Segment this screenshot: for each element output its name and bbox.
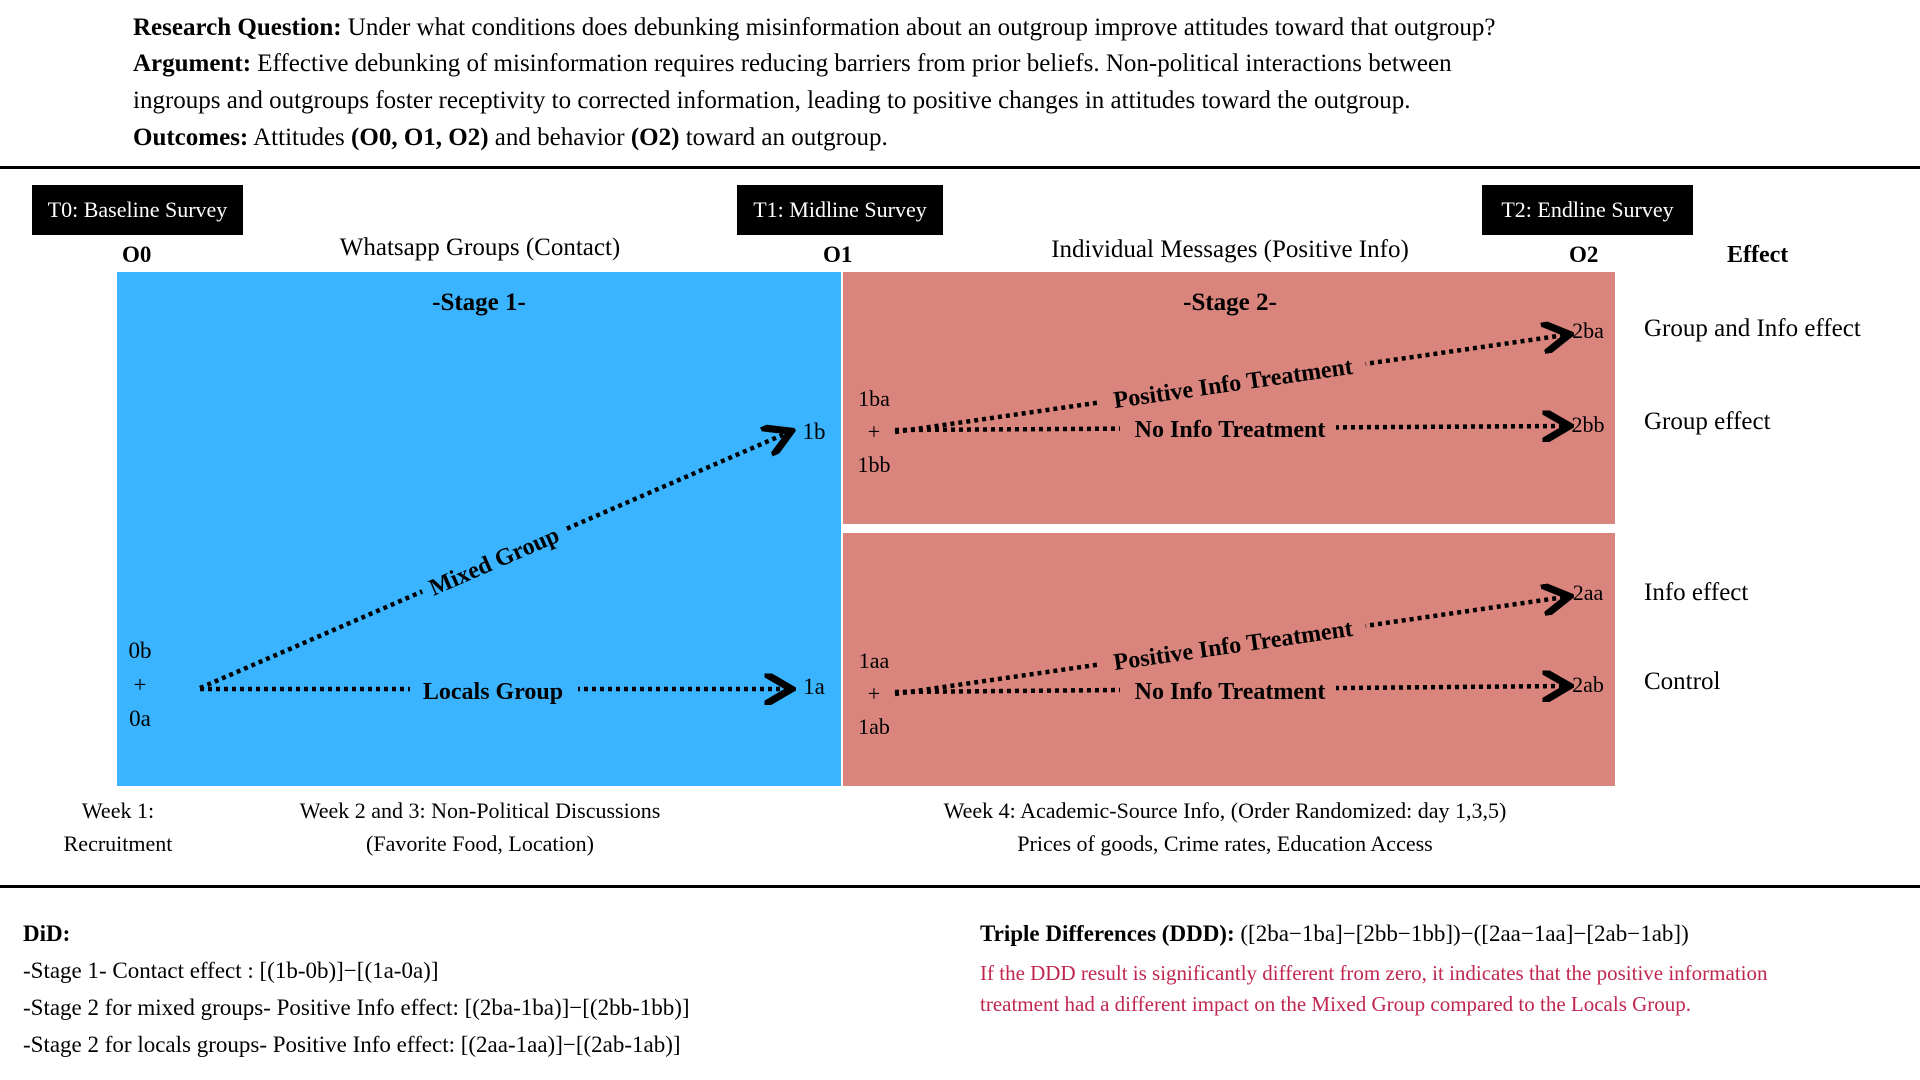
node-2aa: 2aa — [1573, 580, 1604, 605]
research-question-label: Research Question: — [133, 14, 342, 41]
bottom-divider — [0, 885, 1920, 888]
node-1bb: 1bb — [858, 452, 891, 477]
caption-week1-line2: Recruitment — [63, 831, 173, 856]
research-question-text: Under what conditions does debunking mis… — [341, 14, 1496, 41]
caption-week4-line2: Prices of goods, Crime rates, Education … — [1017, 831, 1433, 856]
locals-noinfo-label-bg — [1120, 674, 1336, 706]
ddd-formula: ([2ba−1ba]−[2bb−1bb])−([2aa−1aa]−[2ab−1a… — [1234, 921, 1689, 946]
node-1ba: 1ba — [858, 386, 890, 411]
argument: Argument: Effective debunking of misinfo… — [133, 46, 1452, 83]
outcomes-text-1: Attitudes — [248, 124, 352, 151]
caption-week4: Week 4: Academic-Source Info, (Order Ran… — [860, 794, 1590, 860]
label-mixed-no-info: No Info Treatment — [1135, 417, 1326, 443]
arrow-mixed-group — [199, 433, 787, 691]
outcomes-text-2: and behavior — [488, 124, 631, 151]
outcomes: Outcomes: Attitudes (O0, O1, O2) and beh… — [133, 120, 888, 157]
caption-week23-line1: Week 2 and 3: Non-Political Discussions — [299, 798, 661, 823]
node-2ab: 2ab — [1572, 672, 1604, 697]
did-line-1: -Stage 1- Contact effect : [(1b-0b)]−[(1… — [23, 958, 439, 983]
caption-week1: Week 1: Recruitment — [20, 794, 216, 860]
research-question: Research Question: Under what conditions… — [133, 10, 1496, 47]
locals-posinfo-label-bg — [1097, 607, 1368, 677]
label-locals-no-info: No Info Treatment — [1135, 679, 1326, 705]
did-line-2: -Stage 2 for mixed groups- Positive Info… — [23, 995, 690, 1020]
node-1b: 1b — [803, 419, 826, 444]
ddd-label: Triple Differences (DDD): — [980, 921, 1235, 946]
obs-o2: O2 — [1569, 242, 1599, 267]
argument-label: Argument: — [133, 50, 252, 77]
caption-week23-line2: (Favorite Food, Location) — [366, 831, 594, 856]
mixed-posinfo-label-bg — [1097, 345, 1368, 415]
node-plus-0: + — [134, 672, 147, 697]
did-title: DiD: — [23, 921, 71, 946]
phase-contact-label: Whatsapp Groups (Contact) — [339, 234, 621, 261]
baseline-survey-box: T0: Baseline Survey — [32, 185, 243, 235]
ddd-note-line-1: If the DDD result is significantly diffe… — [980, 961, 1768, 985]
outcomes-text-3: toward an outgroup. — [679, 124, 888, 151]
obs-o1: O1 — [823, 242, 853, 267]
caption-week1-line1: Week 1: — [81, 798, 155, 823]
mixed-noinfo-label-bg — [1120, 412, 1336, 444]
node-0a: 0a — [129, 706, 151, 731]
outcomes-bold-1: (O0, O1, O2) — [351, 124, 489, 151]
node-2bb: 2bb — [1572, 412, 1605, 437]
effect-group-and-info: Group and Info effect — [1644, 315, 1861, 342]
ddd-formula-line: Triple Differences (DDD): ([2ba−1ba]−[2b… — [980, 915, 1689, 952]
midline-survey-box: T1: Midline Survey — [737, 185, 943, 235]
node-1aa: 1aa — [859, 648, 890, 673]
locals-label-bg — [410, 672, 578, 706]
caption-week4-line1: Week 4: Academic-Source Info, (Order Ran… — [943, 798, 1507, 823]
mixed-label-bg — [414, 512, 571, 605]
phase-info-label: Individual Messages (Positive Info) — [1051, 236, 1409, 263]
outcomes-label: Outcomes: — [133, 124, 249, 151]
label-locals-group: Locals Group — [423, 679, 563, 705]
node-1ab: 1ab — [858, 714, 890, 739]
endline-survey-box: T2: Endline Survey — [1482, 185, 1693, 235]
did-line-3: -Stage 2 for locals groups- Positive Inf… — [23, 1032, 681, 1057]
effect-info: Info effect — [1644, 579, 1749, 606]
stage1-panel — [117, 272, 841, 786]
node-1a: 1a — [803, 674, 825, 699]
stage2-mixed-panel — [843, 272, 1615, 524]
top-divider — [0, 166, 1920, 169]
argument-text-2: ingroups and outgroups foster receptivit… — [133, 87, 1411, 114]
caption-week23: Week 2 and 3: Non-Political Discussions … — [230, 794, 730, 860]
stage1-title: -Stage 1- — [432, 289, 526, 316]
effect-header: Effect — [1727, 242, 1789, 268]
effect-control: Control — [1644, 668, 1721, 695]
node-plus-1b: + — [868, 419, 880, 444]
obs-o0: O0 — [122, 242, 152, 267]
outcomes-bold-2: (O2) — [630, 124, 680, 151]
node-2ba: 2ba — [1572, 318, 1604, 343]
argument-text-1: Effective debunking of misinformation re… — [251, 50, 1452, 77]
ddd-note-line-2: treatment had a different impact on the … — [980, 992, 1692, 1016]
stage2-locals-panel — [843, 533, 1615, 786]
effect-group: Group effect — [1644, 408, 1771, 435]
stage2-title: -Stage 2- — [1183, 289, 1277, 316]
node-plus-1a: + — [868, 681, 880, 706]
node-0b: 0b — [129, 638, 152, 663]
